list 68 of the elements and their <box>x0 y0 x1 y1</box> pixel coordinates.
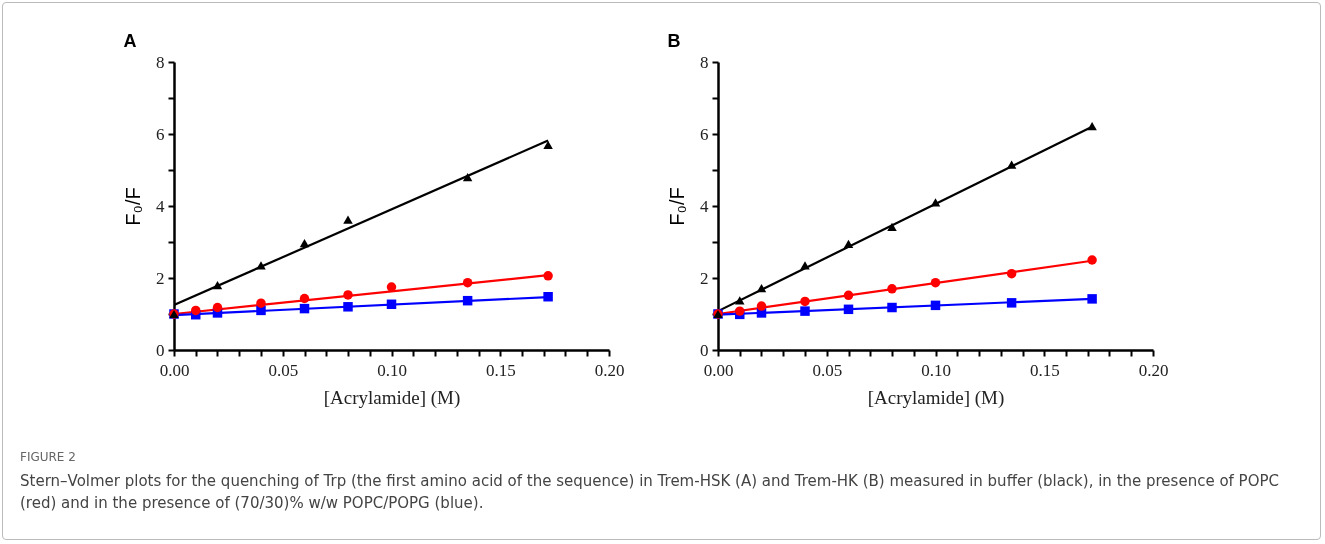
y-tick-label: 8 <box>700 52 709 72</box>
chart-title: A <box>123 31 137 51</box>
chart-title: B <box>667 31 681 51</box>
y-tick-label: 4 <box>700 196 709 216</box>
point <box>887 222 897 231</box>
y-tick-label: 2 <box>700 268 709 288</box>
point <box>800 261 810 270</box>
point <box>887 302 897 313</box>
point <box>299 293 310 304</box>
point <box>212 281 223 290</box>
point <box>543 140 553 149</box>
x-tick-label: 0.20 <box>594 360 625 380</box>
x-tick-label: 0.10 <box>377 360 407 380</box>
point <box>930 300 941 311</box>
x-axis-title: [Acrylamide] (M) <box>867 386 1005 409</box>
point <box>343 302 353 312</box>
point <box>1087 255 1097 265</box>
point <box>299 303 310 314</box>
point <box>735 306 745 316</box>
x-tick-label: 0.10 <box>921 360 951 380</box>
x-tick-label: 0.05 <box>812 360 843 380</box>
x-axis-title: [Acrylamide] (M) <box>323 386 461 409</box>
point <box>930 277 941 288</box>
y-tick-label: 4 <box>156 196 165 216</box>
point <box>843 304 854 315</box>
point <box>887 284 897 294</box>
x-tick-label: 0.00 <box>703 360 734 380</box>
point <box>343 290 353 300</box>
point <box>386 282 397 292</box>
y-tick-label: 0 <box>700 340 709 360</box>
x-tick-label: 0.05 <box>268 360 299 380</box>
point <box>256 261 266 270</box>
x-tick-label: 0.15 <box>485 360 516 380</box>
point <box>386 299 397 310</box>
y-tick-label: 0 <box>156 340 165 360</box>
point <box>543 291 553 302</box>
y-tick-label: 8 <box>156 52 165 72</box>
y-tick-label: 6 <box>156 124 165 144</box>
point <box>1006 160 1017 169</box>
point <box>543 271 553 281</box>
point <box>299 238 310 248</box>
y-axis-title: F₀/F <box>666 187 688 226</box>
point <box>1087 294 1097 304</box>
y-tick-label: 2 <box>156 268 165 288</box>
point <box>462 173 473 182</box>
x-tick-label: 0.15 <box>1029 360 1060 380</box>
point <box>1087 121 1097 131</box>
point <box>756 283 767 293</box>
point <box>756 301 767 311</box>
x-tick-label: 0.20 <box>1138 360 1169 380</box>
y-axis-title: F₀/F <box>122 187 144 226</box>
caption: FIGURE 2 <box>20 450 77 464</box>
point <box>191 305 201 316</box>
point <box>930 198 941 207</box>
point <box>462 277 473 288</box>
text: Stern–Volmer plots for the quenching of Trp (the first amino acid of the sequence) in Trem-HSK (A) and Trem-HK (B) measured in buffer (black), in the presence of POPC (red) and in the presence of (70/30)% w/w POPC/POPG (blue). <box>20 471 1280 514</box>
point <box>843 290 854 301</box>
point <box>800 296 810 307</box>
x-tick-label: 0.00 <box>159 360 190 380</box>
point <box>462 295 473 306</box>
point <box>843 239 854 248</box>
point <box>256 298 266 308</box>
point <box>212 302 223 313</box>
y-tick-label: 6 <box>700 124 709 144</box>
point <box>343 215 353 224</box>
point <box>1006 298 1017 308</box>
point <box>1006 268 1017 279</box>
point <box>800 306 810 316</box>
